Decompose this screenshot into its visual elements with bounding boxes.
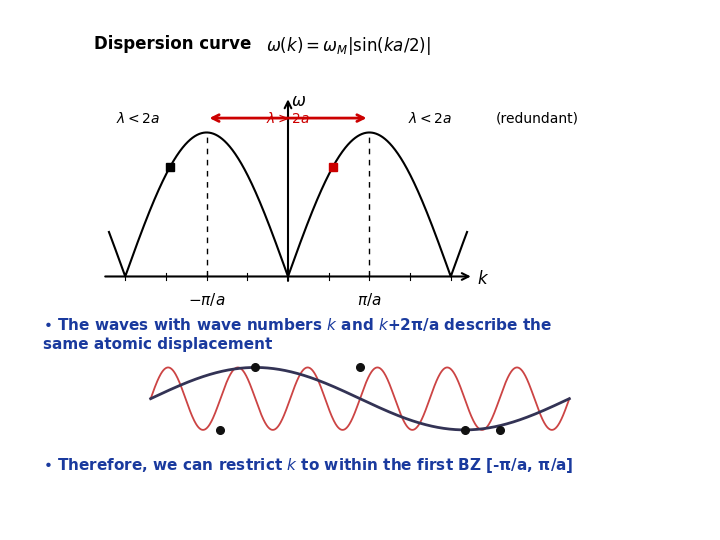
Text: $k$: $k$ (477, 271, 489, 288)
Text: • Therefore, we can restrict $k$ to within the first BZ [-π/a, π/a]: • Therefore, we can restrict $k$ to with… (43, 456, 574, 475)
Text: $\omega$: $\omega$ (291, 92, 306, 110)
Text: • The waves with wave numbers $k$ and $k$+2π/a describe the: • The waves with wave numbers $k$ and $k… (43, 316, 552, 333)
Text: $\lambda > 2a$: $\lambda > 2a$ (266, 111, 310, 126)
Text: $\lambda < 2a$: $\lambda < 2a$ (116, 111, 161, 126)
Text: $\pi/a$: $\pi/a$ (357, 291, 382, 308)
Text: Dispersion curve: Dispersion curve (94, 35, 251, 53)
Text: (redundant): (redundant) (495, 111, 578, 125)
Text: $\lambda < 2a$: $\lambda < 2a$ (408, 111, 453, 126)
Text: $\omega(k)=\omega_M|\sin(ka/2)|$: $\omega(k)=\omega_M|\sin(ka/2)|$ (266, 35, 431, 57)
Text: same atomic displacement: same atomic displacement (43, 338, 273, 353)
Text: $-\pi/a$: $-\pi/a$ (188, 291, 225, 308)
